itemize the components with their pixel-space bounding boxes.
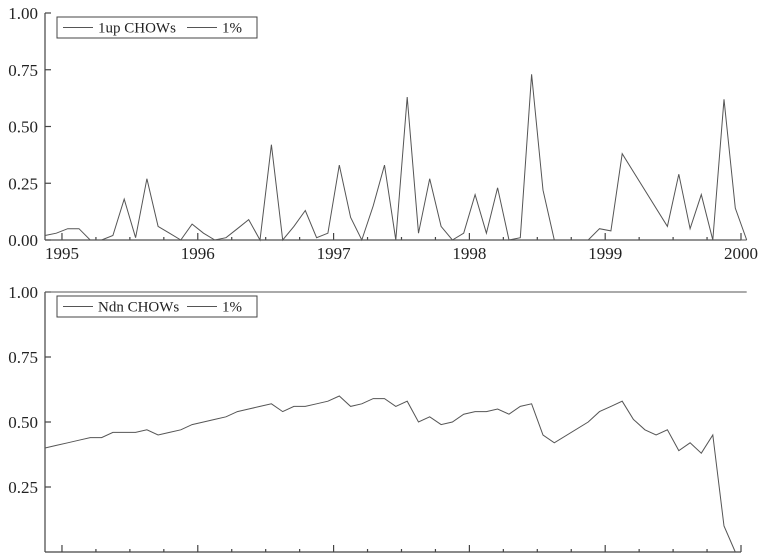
x-tick-label: 1995 [45,244,79,263]
y-tick-label: 0.25 [8,174,38,193]
y-tick-label: 0.75 [8,348,38,367]
legend-label-critical: 1% [222,21,242,37]
legend-label-critical: 1% [222,300,242,316]
legend-box [56,295,258,318]
upper-chart-panel: 0.00 0.25 0.50 0.75 1.00 1995 1996 1997 1998 1999… [8,4,758,263]
y-tick-label: 0.50 [8,413,38,432]
x-tick-label: 1998 [452,244,486,263]
legend-box [56,16,258,39]
x-tick-label: 1999 [588,244,622,263]
y-tick-label: 1.00 [8,4,38,23]
x-tick-label: 1997 [317,244,352,263]
y-tick-label: 1.00 [8,283,38,302]
x-tick-label: 1996 [181,244,215,263]
legend-label-series: Ndn CHOWs [98,300,179,316]
y-tick-label: 0.75 [8,61,38,80]
series-line-1up-chows [44,74,748,242]
y-tick-label: 0.50 [8,118,38,137]
y-tick-label: 0.00 [8,231,38,250]
y-tick-label: 0.25 [8,478,38,497]
lower-chart-panel: 0.250.500.751.00199519961997199819992000… [8,283,747,553]
chart-legend: 1up CHOWs 1% [56,16,258,39]
legend-label-series: 1up CHOWs [98,21,176,37]
chart-legend: Ndn CHOWs 1% [56,295,258,318]
x-tick-label: 2000 [724,244,758,263]
series-line-ndn-chows [44,395,736,553]
